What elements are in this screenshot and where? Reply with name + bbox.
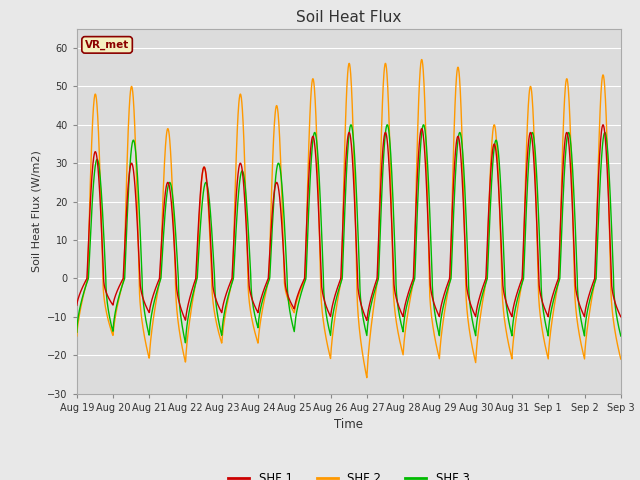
SHF 2 <box>584 318 592 324</box>
SHF 3 <box>617 333 625 339</box>
SHF 2 <box>418 57 426 62</box>
X-axis label: Time: Time <box>334 418 364 431</box>
SHF 1 <box>569 217 577 223</box>
SHF 1 <box>225 285 232 290</box>
SHF 3 <box>365 315 372 321</box>
Legend: SHF 1, SHF 2, SHF 3: SHF 1, SHF 2, SHF 3 <box>223 468 474 480</box>
SHF 2 <box>73 333 81 339</box>
SHF 2 <box>376 165 384 171</box>
SHF 1 <box>363 317 371 323</box>
Y-axis label: Soil Heat Flux (W/m2): Soil Heat Flux (W/m2) <box>32 150 42 272</box>
Title: Soil Heat Flux: Soil Heat Flux <box>296 10 401 25</box>
SHF 2 <box>365 349 372 355</box>
SHF 1 <box>617 314 625 320</box>
Line: SHF 1: SHF 1 <box>77 125 621 320</box>
SHF 1 <box>584 296 592 301</box>
SHF 1 <box>599 122 607 128</box>
SHF 3 <box>182 340 189 346</box>
SHF 3 <box>508 330 515 336</box>
Line: SHF 2: SHF 2 <box>77 60 621 378</box>
SHF 3 <box>376 224 384 230</box>
SHF 3 <box>570 177 577 183</box>
SHF 2 <box>570 227 577 232</box>
SHF 3 <box>420 122 428 128</box>
SHF 1 <box>507 312 515 317</box>
SHF 1 <box>376 190 384 195</box>
SHF 1 <box>365 306 372 312</box>
SHF 2 <box>225 295 232 300</box>
Line: SHF 3: SHF 3 <box>77 125 621 343</box>
SHF 2 <box>617 356 625 362</box>
SHF 1 <box>73 302 81 308</box>
Text: VR_met: VR_met <box>85 40 129 50</box>
SHF 2 <box>363 375 371 381</box>
SHF 3 <box>73 329 81 335</box>
SHF 3 <box>225 291 232 297</box>
SHF 2 <box>508 353 515 359</box>
SHF 3 <box>584 304 592 310</box>
